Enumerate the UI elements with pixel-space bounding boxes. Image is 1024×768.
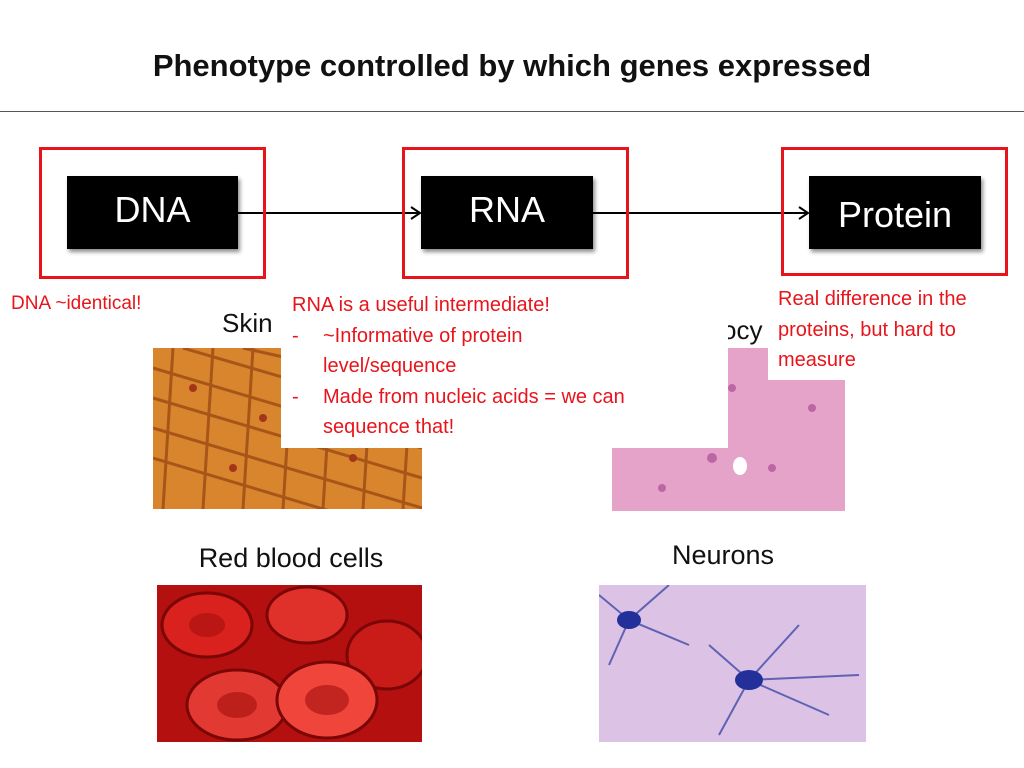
neurons-image <box>599 585 866 742</box>
title: Phenotype controlled by which genes expr… <box>152 48 872 83</box>
red-blood-cells-image <box>157 585 422 742</box>
cell-label: ocy <box>722 315 763 345</box>
cell-label: Skin <box>222 308 273 338</box>
highlight-box <box>402 147 629 279</box>
divider <box>0 111 1024 112</box>
rna-note-heading: RNA is a useful intermediate! <box>292 294 550 316</box>
bullet-text: Made from nucleic acids = we can sequenc… <box>323 385 625 439</box>
cell-label: Red blood cells <box>198 543 384 573</box>
dna-note: DNA ~identical! <box>11 293 142 314</box>
rna-note: RNA is a useful intermediate! - ~Informat… <box>281 290 728 448</box>
node-protein: Protein <box>809 176 981 249</box>
cell-label: Neurons <box>671 540 775 570</box>
bullet-text: ~Informative of protein level/sequence <box>323 324 523 378</box>
bullet: - Made from nucleic acids = we can sequen… <box>292 382 728 443</box>
highlight-box <box>39 147 266 279</box>
protein-note: Real difference in the proteins, but har… <box>768 284 1010 380</box>
node-rna: RNA <box>421 176 593 249</box>
highlight-box <box>781 147 1008 276</box>
node-dna: DNA <box>67 176 238 249</box>
bullet: - ~Informative of protein level/sequence <box>292 321 728 382</box>
